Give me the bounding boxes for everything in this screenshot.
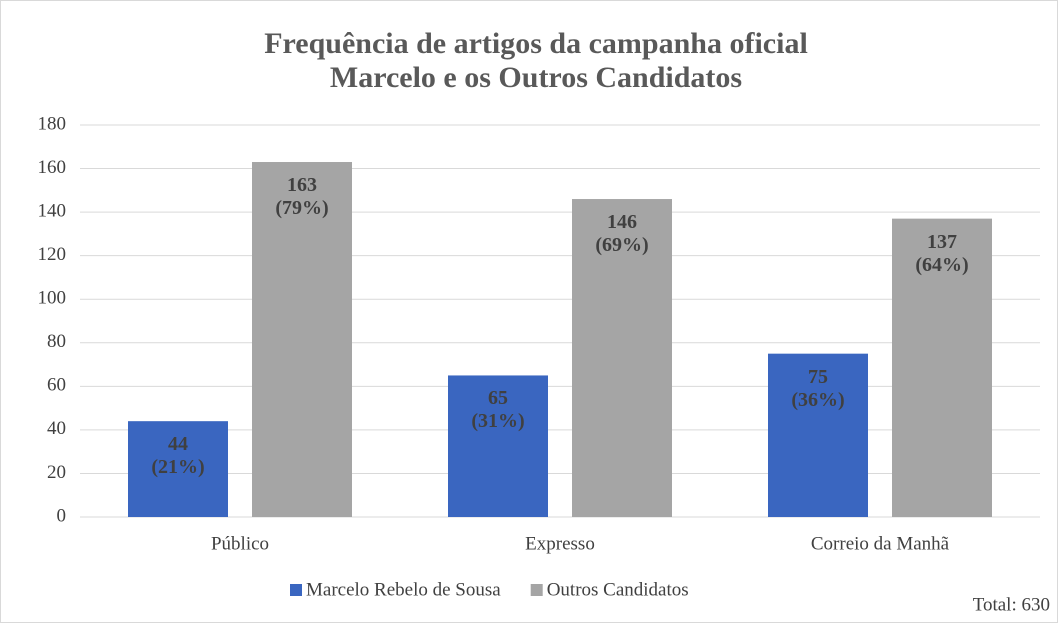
legend-swatch: [290, 584, 302, 596]
y-tick-label: 80: [47, 331, 66, 352]
value-label: 163 (79%): [275, 174, 329, 220]
bar: [252, 162, 352, 517]
bar: [892, 218, 992, 517]
legend-label: Marcelo Rebelo de Sousa: [306, 579, 501, 600]
bar: [448, 375, 548, 517]
x-tick-label: Público: [211, 533, 269, 554]
bar: [572, 199, 672, 518]
y-tick-label: 40: [47, 418, 66, 439]
legend-label: Outros Candidatos: [547, 579, 689, 600]
y-tick-label: 160: [38, 157, 67, 178]
bar: [768, 353, 868, 517]
y-tick-label: 100: [38, 288, 67, 309]
chart-title: Frequência de artigos da campanha oficia…: [264, 27, 808, 60]
legend-swatch: [530, 584, 543, 596]
y-tick-label: 120: [38, 244, 67, 265]
y-tick-label: 180: [38, 113, 67, 134]
y-tick-label: 60: [47, 375, 66, 396]
x-tick-label: Correio da Manhã: [811, 533, 950, 554]
x-tick-label: Expresso: [525, 533, 595, 554]
value-label: 146 (69%): [595, 211, 649, 257]
annotation: Total: 630: [973, 594, 1050, 615]
chart-subtitle: Marcelo e os Outros Candidatos: [330, 61, 742, 94]
value-label: 65 (31%): [471, 387, 525, 433]
value-label: 75 (36%): [791, 365, 845, 411]
y-tick-label: 140: [38, 200, 67, 221]
y-tick-label: 0: [57, 505, 67, 526]
bar: [128, 421, 228, 517]
value-label: 44 (21%): [151, 433, 205, 479]
y-tick-label: 20: [47, 462, 66, 483]
value-label: 137 (64%): [915, 230, 969, 276]
